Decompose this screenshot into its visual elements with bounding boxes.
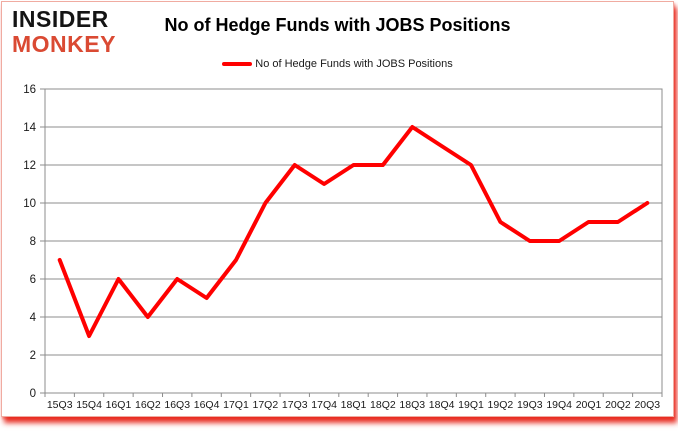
- x-tick-label: 19Q1: [458, 399, 484, 411]
- x-tick-label: 20Q2: [605, 399, 631, 411]
- x-tick-label: 19Q3: [517, 399, 543, 411]
- y-tick-label: 0: [30, 388, 36, 400]
- y-tick-label: 8: [30, 236, 36, 248]
- y-tick-label: 12: [23, 160, 36, 172]
- x-tick-label: 17Q4: [311, 399, 337, 411]
- x-tick-label: 18Q1: [341, 399, 367, 411]
- x-tick-label: 20Q1: [576, 399, 602, 411]
- y-tick-label: 10: [23, 198, 36, 210]
- legend-line-swatch: [222, 62, 253, 66]
- data-line: [57, 125, 650, 338]
- logo-monkey: MONKEY: [12, 31, 116, 57]
- x-tick-label: 16Q3: [164, 399, 190, 411]
- x-tick-label: 15Q4: [76, 399, 102, 411]
- legend: No of Hedge Funds with JOBS Positions: [2, 58, 673, 70]
- x-tick-label: 17Q1: [223, 399, 249, 411]
- y-tick-label: 4: [30, 312, 37, 324]
- y-tick-label: 6: [30, 274, 36, 286]
- logo-insider: INSIDER: [12, 5, 109, 33]
- x-tick-label: 19Q2: [488, 399, 514, 411]
- plot-border: [44, 88, 663, 394]
- chart-title: No of Hedge Funds with JOBS Positions: [164, 15, 511, 35]
- x-tick-label: 15Q3: [47, 399, 73, 411]
- x-tick-label: 20Q3: [634, 399, 660, 411]
- x-tick-label: 18Q2: [370, 399, 396, 411]
- x-tick-label: 17Q3: [282, 399, 308, 411]
- x-tick-label: 16Q2: [135, 399, 161, 411]
- x-tick-label: 18Q4: [429, 399, 455, 411]
- y-tick-label: 14: [23, 122, 36, 134]
- x-tick-label: 18Q3: [399, 399, 425, 411]
- x-tick-label: 16Q1: [106, 399, 132, 411]
- y-tick-label: 16: [23, 84, 36, 96]
- y-tick-label: 2: [30, 350, 36, 362]
- legend-label: No of Hedge Funds with JOBS Positions: [255, 58, 453, 70]
- insider-monkey-logo: INSIDER MONKEY: [12, 5, 116, 57]
- x-tick-label: 16Q4: [194, 399, 220, 411]
- x-tick-label: 19Q4: [546, 399, 572, 411]
- chart-frame: INSIDER MONKEY No of Hedge Funds with JO…: [1, 1, 674, 417]
- x-tick-label: 17Q2: [253, 399, 279, 411]
